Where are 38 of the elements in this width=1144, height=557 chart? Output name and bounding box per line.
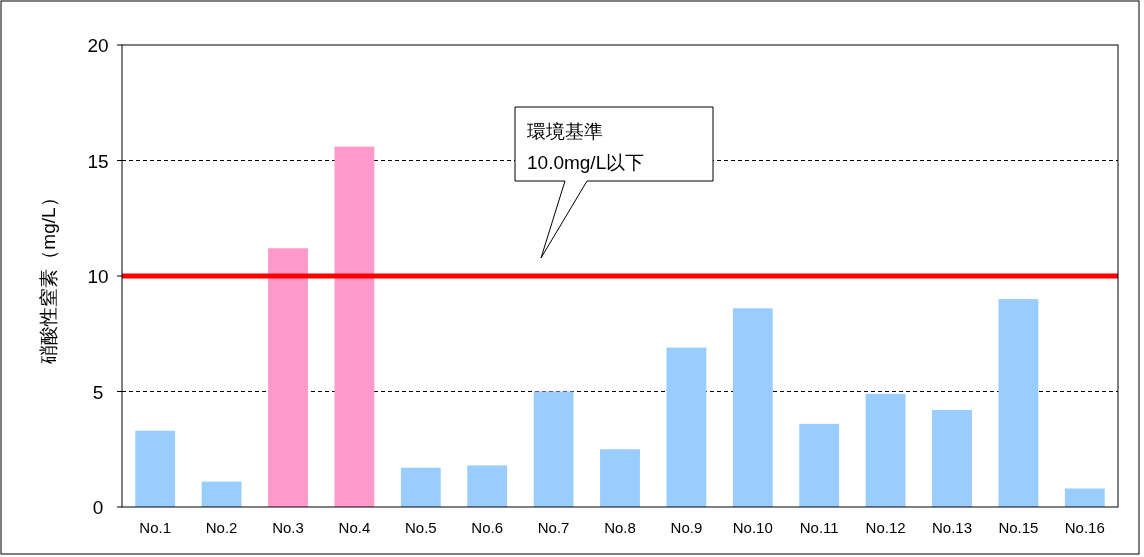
y-tick-label: 15 — [87, 150, 109, 172]
x-tick-label: No.16 — [1064, 519, 1105, 536]
y-tick-label: 10 — [87, 266, 109, 287]
x-tick-label: No.8 — [604, 519, 636, 536]
y-tick-label: 20 — [87, 35, 109, 56]
bar — [334, 146, 375, 507]
x-tick-label: No.1 — [139, 519, 172, 536]
bar — [998, 299, 1039, 507]
x-tick-label: No.10 — [732, 519, 773, 536]
x-tick-label: No.15 — [998, 519, 1039, 536]
x-tick-label: No.7 — [537, 519, 570, 536]
y-tick-label: 5 — [92, 381, 104, 403]
bar — [533, 391, 574, 507]
x-tick-label: No.3 — [272, 519, 304, 536]
bar — [932, 409, 972, 507]
y-axis-title: 硝酸性窒素（mg/L） — [38, 188, 59, 365]
bar — [201, 481, 242, 507]
bar — [732, 308, 773, 507]
x-tick-label: No.4 — [338, 519, 371, 536]
y-tick-label: 0 — [92, 497, 104, 518]
bar — [268, 248, 308, 507]
x-tick-label: No.11 — [799, 519, 839, 536]
annotation: 環境基準 10.0mg/L以下 — [527, 121, 645, 173]
bar — [600, 449, 640, 507]
bar — [799, 423, 840, 507]
bar — [1064, 488, 1105, 507]
x-tick-label: No.2 — [205, 519, 238, 536]
bar — [467, 465, 508, 507]
bar — [666, 347, 707, 507]
bar — [135, 430, 176, 507]
bar — [400, 467, 441, 507]
x-tick-label: No.6 — [471, 519, 504, 536]
x-tick-label: No.5 — [404, 519, 437, 536]
callout: 環境基準 10.0mg/L以下 — [514, 106, 714, 259]
x-tick-label: No.9 — [670, 519, 703, 536]
x-tick-label: No.12 — [865, 519, 906, 536]
bar — [865, 393, 906, 507]
x-tick-label: No.13 — [931, 519, 973, 536]
